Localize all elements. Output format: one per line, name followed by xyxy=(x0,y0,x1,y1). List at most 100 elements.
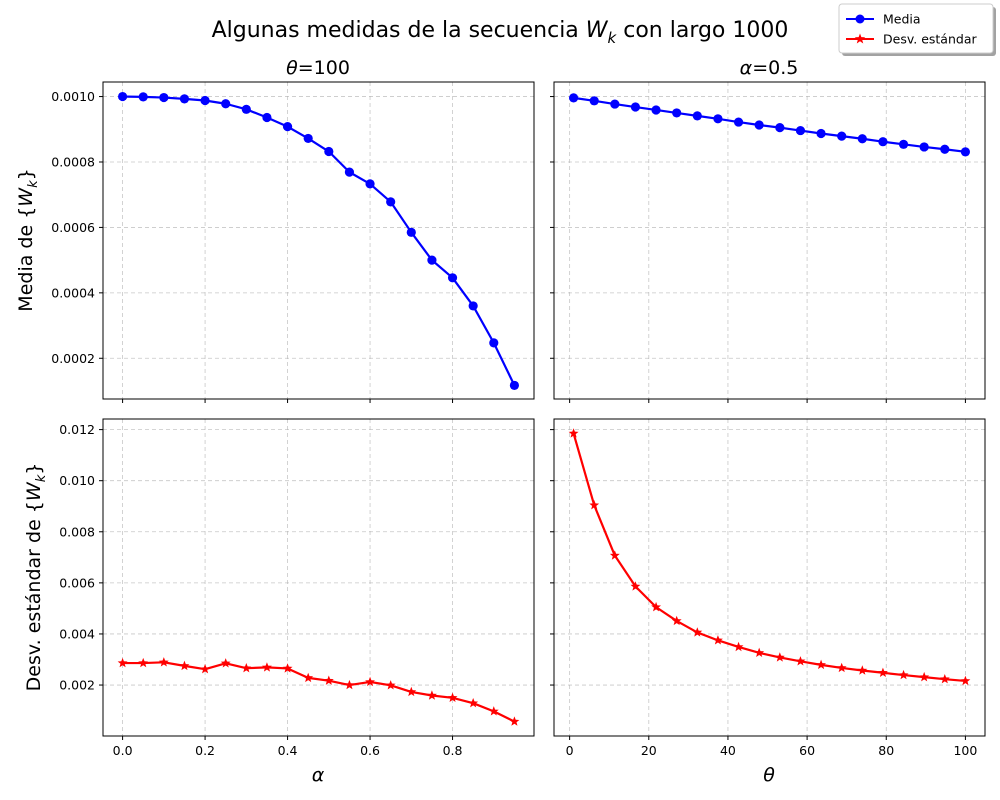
series-line xyxy=(122,661,515,723)
bottom-ylabel-prefix: Desv. estándar de { xyxy=(23,501,45,691)
data-point xyxy=(857,665,868,675)
data-point xyxy=(713,114,723,124)
left-title-var: θ xyxy=(286,57,298,79)
legend-media-marker xyxy=(855,14,865,24)
data-point xyxy=(672,108,682,118)
x-tick-label: 0.0 xyxy=(113,743,133,758)
y-tick-label: 0.0006 xyxy=(51,220,95,235)
y-tick-label: 0.010 xyxy=(59,473,95,488)
data-point xyxy=(733,117,744,127)
top-left-axes: 0.0002 0.0004 0.0006 0.0008 0.0010 xyxy=(51,81,535,403)
data-point xyxy=(775,123,785,133)
bottom-ylabel: Desv. estándar de {Wk} xyxy=(23,463,49,692)
figure-title-sub: k xyxy=(608,29,618,47)
top-ylabel-suffix: } xyxy=(15,168,37,180)
top-right-axes xyxy=(550,81,986,403)
data-point xyxy=(940,144,950,154)
x-tick-label: 0 xyxy=(566,743,574,758)
y-tick-label: 0.0002 xyxy=(51,351,95,366)
data-point xyxy=(816,659,827,670)
y-tick-label: 0.004 xyxy=(59,626,95,641)
data-point xyxy=(179,94,190,104)
y-tick-label: 0.0008 xyxy=(51,154,95,169)
data-point xyxy=(262,112,272,123)
data-point xyxy=(837,131,847,141)
x-tick-label: 0.6 xyxy=(360,743,380,758)
data-point xyxy=(138,92,148,102)
data-point xyxy=(651,105,661,115)
data-point xyxy=(589,500,600,510)
right-title-val: =0.5 xyxy=(752,57,798,79)
axes-frame xyxy=(553,81,986,400)
data-point xyxy=(960,147,971,157)
data-point xyxy=(568,428,579,438)
left-column-title: θ=100 xyxy=(286,57,350,79)
data-point xyxy=(489,338,499,348)
data-point xyxy=(117,91,128,102)
y-tick-label: 0.002 xyxy=(59,678,95,693)
data-point xyxy=(344,167,355,177)
data-point xyxy=(426,690,437,700)
figure-title-prefix: Algunas medidas de la secuencia xyxy=(212,18,586,43)
left-xlabel: α xyxy=(312,764,325,786)
right-xlabel: θ xyxy=(763,764,775,786)
top-ylabel: Media de {Wk} xyxy=(15,168,41,311)
x-tick-label: 0.4 xyxy=(278,743,298,758)
data-point xyxy=(323,675,334,685)
data-point xyxy=(468,301,478,311)
data-point xyxy=(303,133,313,144)
data-point xyxy=(365,676,375,687)
data-point xyxy=(816,128,826,139)
data-point xyxy=(138,657,149,668)
data-point xyxy=(509,380,520,391)
data-point xyxy=(200,95,210,106)
right-title-var: α xyxy=(740,57,753,79)
series-line xyxy=(572,433,966,683)
axes-frame xyxy=(553,418,986,737)
data-point xyxy=(898,139,909,149)
top-ylabel-sub: k xyxy=(26,180,41,188)
bottom-ylabel-sub: k xyxy=(34,474,49,482)
data-point xyxy=(795,656,806,666)
right-column-title: α=0.5 xyxy=(740,57,799,79)
data-point xyxy=(919,671,930,682)
data-point xyxy=(774,652,785,662)
x-tick-label: 100 xyxy=(953,743,977,758)
data-point xyxy=(303,672,314,683)
data-point xyxy=(754,120,764,130)
data-point xyxy=(241,662,252,673)
legend-std-label: Desv. estándar xyxy=(883,32,977,47)
data-point xyxy=(344,679,355,690)
data-point xyxy=(939,673,950,684)
data-point xyxy=(877,667,888,677)
data-point xyxy=(468,697,479,708)
bottom-ylabel-var: W xyxy=(23,481,45,501)
figure-title: Algunas medidas de la secuencia Wk con l… xyxy=(212,18,789,47)
x-tick-label: 60 xyxy=(799,743,815,758)
y-tick-label: 0.008 xyxy=(59,524,95,539)
y-tick-label: 0.006 xyxy=(59,575,95,590)
data-point xyxy=(651,601,662,612)
y-tick-label: 0.0010 xyxy=(51,89,95,104)
bottom-right-axes: 0 20 40 60 80 100 xyxy=(550,418,986,758)
data-point xyxy=(795,125,806,136)
top-ylabel-var: W xyxy=(15,187,37,207)
data-point xyxy=(754,647,765,658)
legend: Media Desv. estándar xyxy=(838,3,996,56)
legend-std-marker xyxy=(854,33,866,44)
data-point xyxy=(385,680,396,690)
figure-title-suffix: con largo 1000 xyxy=(616,18,788,43)
data-point xyxy=(241,104,251,114)
data-point xyxy=(365,179,375,189)
data-point xyxy=(447,692,458,703)
axes-frame xyxy=(102,418,535,737)
data-point xyxy=(898,669,909,680)
figure-title-var: W xyxy=(586,18,609,43)
data-point xyxy=(509,716,520,726)
data-point xyxy=(589,96,599,106)
data-point xyxy=(262,662,272,672)
series-line xyxy=(122,95,516,386)
data-point xyxy=(324,146,334,157)
